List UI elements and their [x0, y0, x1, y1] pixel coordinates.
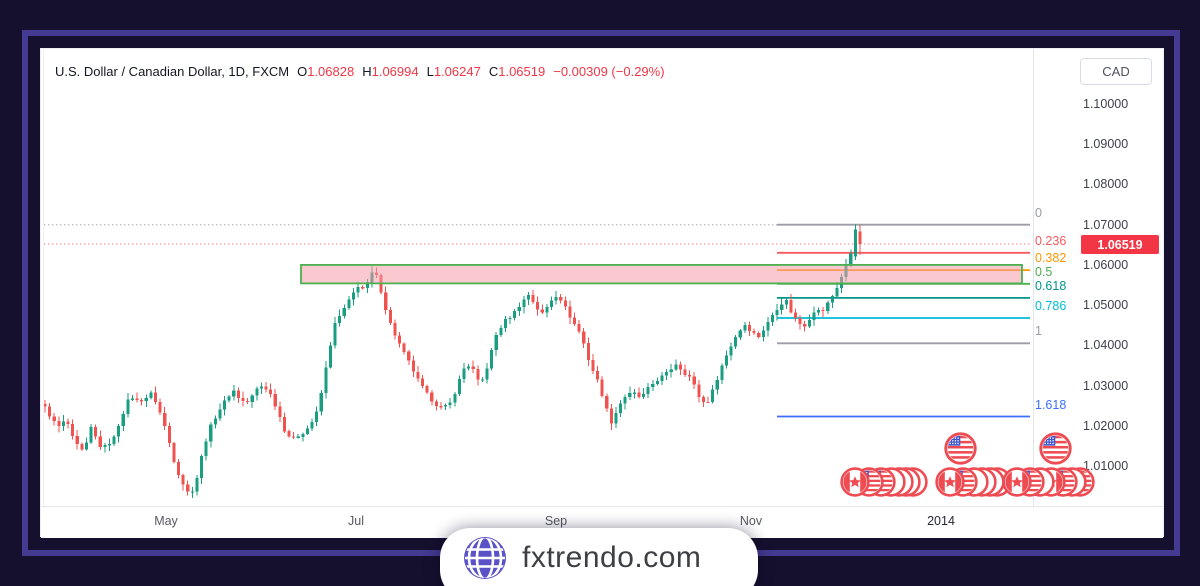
- event-marker-canada-flag[interactable]: [935, 467, 965, 497]
- price-chart-plot[interactable]: [43, 49, 1032, 506]
- watermark-text: fxtrendo.com: [522, 541, 702, 574]
- price-axis-label: 1.02000: [1083, 419, 1129, 433]
- price-axis-label: 1.08000: [1083, 177, 1129, 191]
- price-axis-label: 1.03000: [1083, 379, 1129, 393]
- change-value: −0.00309 (−0.29%): [553, 64, 665, 79]
- ohlc-high: H1.06994: [362, 64, 419, 79]
- ohlc-open: O1.06828: [297, 64, 355, 79]
- event-marker-us-flag[interactable]: [943, 431, 977, 465]
- price-axis-label: 1.09000: [1083, 137, 1129, 151]
- globe-icon: [464, 537, 506, 579]
- time-axis-label: Jul: [348, 514, 364, 528]
- fib-level-label-0.236: 0.236: [1035, 234, 1067, 248]
- fib-level-label-0.5: 0.5: [1035, 265, 1053, 279]
- ohlc-close: C1.06519: [488, 64, 546, 79]
- time-axis-label: Nov: [739, 514, 763, 528]
- fib-level-label-0.786: 0.786: [1035, 299, 1067, 313]
- price-axis-label: 1.05000: [1083, 298, 1129, 312]
- time-axis-label: May: [154, 514, 178, 528]
- price-axis-label: 1.06000: [1083, 258, 1129, 272]
- fib-level-label-0.618: 0.618: [1035, 279, 1067, 293]
- fxtrendo-watermark: fxtrendo.com: [440, 528, 758, 586]
- time-axis-label: 2014: [927, 514, 955, 528]
- last-price-badge: 1.06519: [1081, 235, 1159, 254]
- price-axis-label: 1.10000: [1083, 97, 1129, 111]
- fib-level-label-1: 1: [1035, 324, 1042, 338]
- fib-level-label-0.382: 0.382: [1035, 251, 1067, 265]
- fib-level-label-0: 0: [1035, 206, 1042, 220]
- symbol-title: U.S. Dollar / Canadian Dollar, 1D, FXCM: [55, 64, 290, 79]
- price-axis[interactable]: CAD 1.06519 1.10000 1.09000 1.08000 1.07000…: [1033, 49, 1165, 506]
- currency-button[interactable]: CAD: [1080, 58, 1152, 85]
- price-axis-label: 1.07000: [1083, 218, 1129, 232]
- time-axis-label: Sep: [544, 514, 568, 528]
- event-marker-us-flag[interactable]: [1038, 431, 1072, 465]
- price-axis-label: 1.01000: [1083, 459, 1129, 473]
- price-axis-label: 1.04000: [1083, 338, 1129, 352]
- event-marker-canada-flag[interactable]: [1002, 467, 1032, 497]
- ohlc-low: L1.06247: [426, 64, 481, 79]
- event-marker-canada-flag[interactable]: [840, 467, 870, 497]
- chart-panel: U.S. Dollar / Canadian Dollar, 1D, FXCM …: [40, 48, 1165, 538]
- chart-legend[interactable]: U.S. Dollar / Canadian Dollar, 1D, FXCM …: [55, 63, 665, 81]
- currency-label: CAD: [1102, 64, 1130, 79]
- fib-level-label-1.618: 1.618: [1035, 398, 1067, 412]
